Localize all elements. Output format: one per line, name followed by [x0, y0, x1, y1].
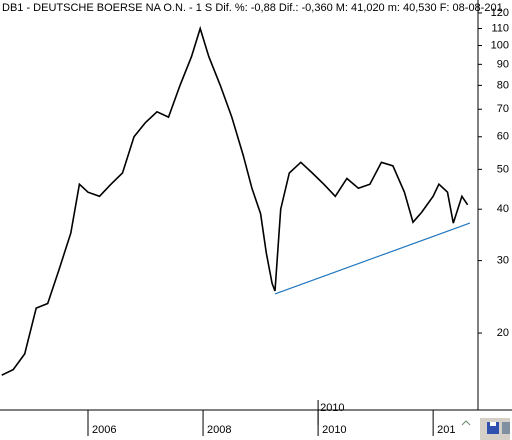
y-tick-label: 120	[491, 7, 509, 19]
annotation: 2010	[320, 402, 344, 414]
tool-icon[interactable]	[461, 420, 471, 426]
y-tick-label: 100	[491, 39, 509, 51]
x-tick-label: 201	[437, 424, 455, 436]
y-tick-label: 50	[497, 163, 509, 175]
y-tick-label: 80	[497, 79, 509, 91]
trendline	[274, 222, 471, 295]
toolbar	[461, 418, 510, 440]
chart-title: DB1 - DEUTSCHE BOERSE NA O.N. - 1 S Dif.…	[2, 2, 503, 14]
y-tick-label: 20	[497, 327, 509, 339]
print-icon[interactable]	[502, 422, 510, 434]
y-tick-label: 40	[497, 203, 509, 215]
x-tick-label: 2008	[207, 424, 231, 436]
y-tick-label: 30	[497, 255, 509, 267]
x-tick-label: 2006	[92, 424, 116, 436]
y-tick-label: 110	[491, 22, 509, 34]
price-line	[1, 25, 469, 376]
y-tick-label: 90	[497, 58, 509, 70]
y-tick-label: 60	[497, 131, 509, 143]
y-tick-label: 70	[497, 103, 509, 115]
save-icon-label	[490, 422, 496, 426]
x-tick-label: 2010	[322, 424, 346, 436]
